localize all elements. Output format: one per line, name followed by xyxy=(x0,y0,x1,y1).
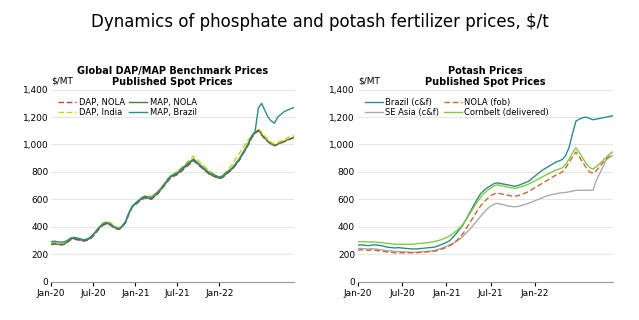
Legend: DAP, NOLA, DAP, India, MAP, NOLA, MAP, Brazil: DAP, NOLA, DAP, India, MAP, NOLA, MAP, B… xyxy=(58,98,197,117)
Title: Global DAP/MAP Benchmark Prices
Published Spot Prices: Global DAP/MAP Benchmark Prices Publishe… xyxy=(77,66,268,87)
Legend: Brazil (c&f), SE Asia (c&f), NOLA (fob), Cornbelt (delivered): Brazil (c&f), SE Asia (c&f), NOLA (fob),… xyxy=(365,98,549,117)
Text: Dynamics of phosphate and potash fertilizer prices, $/t: Dynamics of phosphate and potash fertili… xyxy=(91,13,548,31)
Text: $/MT: $/MT xyxy=(358,77,380,86)
Title: Potash Prices
Published Spot Prices: Potash Prices Published Spot Prices xyxy=(426,66,546,87)
Text: $/MT: $/MT xyxy=(51,77,73,86)
